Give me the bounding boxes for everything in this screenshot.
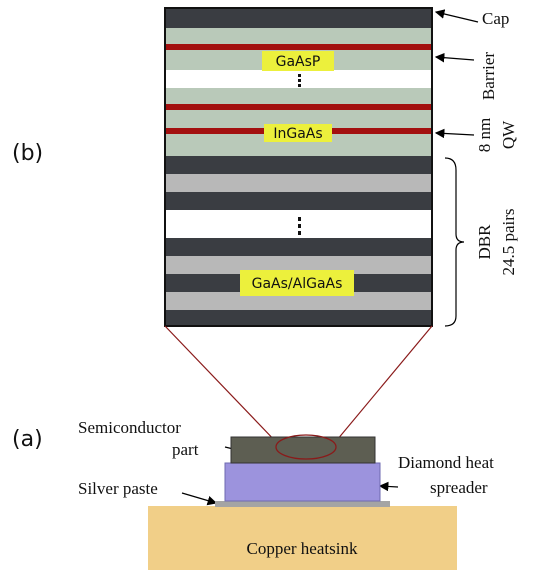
panel-label: (a) bbox=[12, 427, 43, 452]
material-label: GaAsP bbox=[276, 54, 321, 70]
mount-label: spreader bbox=[430, 478, 488, 497]
layer-label: Cap bbox=[482, 9, 509, 28]
layer-label: Barrier bbox=[479, 52, 498, 100]
material-label: InGaAs bbox=[273, 126, 322, 142]
layer-label: 24.5 pairs bbox=[499, 208, 518, 275]
mount-label: part bbox=[172, 440, 199, 459]
diagram: GaAsP InGaAs GaAs/AlGaAs (b) (a) Cap Bar… bbox=[0, 0, 547, 572]
mount-label: Silver paste bbox=[78, 479, 158, 498]
mount-label: Semiconductor bbox=[78, 418, 181, 437]
panel-label: (b) bbox=[12, 141, 43, 166]
mount-label: Copper heatsink bbox=[247, 539, 358, 558]
layer-label: 8 nm bbox=[475, 118, 494, 152]
mount-label: Diamond heat bbox=[398, 453, 494, 472]
layer-label: DBR bbox=[475, 224, 494, 260]
layer-stack: GaAsP InGaAs GaAs/AlGaAs bbox=[165, 8, 432, 326]
material-label: GaAs/AlGaAs bbox=[252, 276, 343, 292]
layer-label: QW bbox=[499, 120, 518, 149]
